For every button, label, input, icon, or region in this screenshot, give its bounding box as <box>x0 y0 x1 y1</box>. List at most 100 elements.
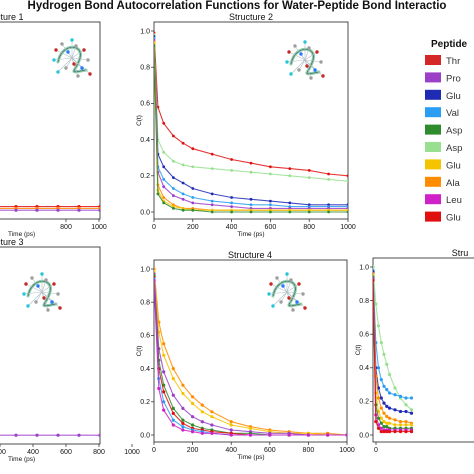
data-point <box>172 176 175 180</box>
bond <box>304 59 324 77</box>
data-point <box>77 433 81 437</box>
atom <box>66 50 70 54</box>
atom <box>52 282 56 286</box>
bond <box>288 51 306 61</box>
legend-label: Thr <box>446 56 460 67</box>
data-point <box>385 388 389 392</box>
data-point <box>200 403 204 407</box>
atom <box>287 296 291 300</box>
legend-entry: Glu <box>425 211 461 224</box>
bond <box>65 57 73 69</box>
bond <box>268 291 288 295</box>
bond <box>286 59 306 63</box>
data-point <box>376 396 381 400</box>
data-point <box>382 401 386 405</box>
atom <box>295 300 299 304</box>
data-point <box>385 425 389 429</box>
data-point <box>210 167 214 171</box>
x-tick-label: 0 <box>152 224 156 231</box>
data-point <box>374 420 378 424</box>
data-point <box>376 366 381 370</box>
atom <box>289 278 293 282</box>
bond <box>270 283 288 293</box>
bond <box>71 57 91 75</box>
atom <box>64 66 68 70</box>
data-point <box>376 426 381 430</box>
data-point <box>210 410 214 414</box>
data-point <box>346 174 348 178</box>
data-point <box>35 433 39 437</box>
atom <box>76 74 80 78</box>
atom <box>285 60 289 64</box>
data-point <box>181 141 185 145</box>
data-point <box>191 415 195 419</box>
data-point <box>162 185 166 189</box>
bond <box>41 291 61 309</box>
panel-title: Structure 4 <box>228 250 272 260</box>
data-point <box>382 384 386 388</box>
bond <box>272 291 288 307</box>
data-point <box>156 192 160 196</box>
plot-area <box>0 205 100 212</box>
data-point <box>210 199 214 203</box>
atom <box>82 48 86 52</box>
atom <box>22 292 26 296</box>
atom <box>86 58 90 62</box>
data-point <box>230 201 234 205</box>
data-point <box>393 423 397 427</box>
data-point <box>181 425 185 429</box>
x-tick-label: 1000 <box>91 224 107 231</box>
y-tick-label: 0.6 <box>140 101 150 108</box>
data-point <box>269 199 272 203</box>
data-point <box>171 393 175 397</box>
y-tick-label: 0.2 <box>140 399 150 406</box>
data-point <box>288 210 292 214</box>
data-point <box>387 372 392 377</box>
data-point <box>288 174 292 178</box>
data-point <box>56 208 60 212</box>
data-point <box>327 210 330 214</box>
data-point <box>181 428 185 432</box>
data-point <box>162 353 166 357</box>
x-axis-label: Time (ps) <box>8 231 35 238</box>
panel-title: ructure 3 <box>0 237 24 247</box>
data-point <box>248 433 253 437</box>
data-point <box>210 431 214 435</box>
legend-swatch <box>425 211 441 222</box>
data-point <box>154 267 156 271</box>
data-point <box>387 421 392 425</box>
data-point <box>379 396 383 400</box>
x-tick-label: 200 <box>187 447 199 454</box>
panel-title: Structure 2 <box>229 12 273 22</box>
x-tick-label: 800 <box>60 224 72 231</box>
bond <box>304 59 312 79</box>
y-tick-label: 1.0 <box>359 264 369 271</box>
atom <box>303 306 307 310</box>
x-axis-label: Time (ps) <box>237 231 264 238</box>
data-point <box>200 420 204 424</box>
data-point <box>376 416 381 420</box>
bond <box>286 283 300 293</box>
data-point <box>249 203 253 207</box>
legend-title: Peptide <box>431 39 468 50</box>
y-tick-label: 0.8 <box>359 298 369 305</box>
data-point <box>171 411 175 415</box>
atom <box>297 282 301 286</box>
atom <box>303 40 307 44</box>
data-point <box>382 411 386 415</box>
bond <box>53 57 73 61</box>
data-point <box>200 410 204 414</box>
bond <box>41 291 49 311</box>
data-point <box>172 134 175 138</box>
data-point <box>162 390 166 394</box>
legend-swatch <box>425 142 441 152</box>
atom <box>269 282 273 286</box>
data-point <box>230 210 234 214</box>
data-point <box>393 430 397 434</box>
data-point <box>385 430 389 434</box>
data-point <box>172 207 175 210</box>
data-point <box>249 170 253 174</box>
data-point <box>393 393 397 397</box>
data-point <box>398 430 403 434</box>
